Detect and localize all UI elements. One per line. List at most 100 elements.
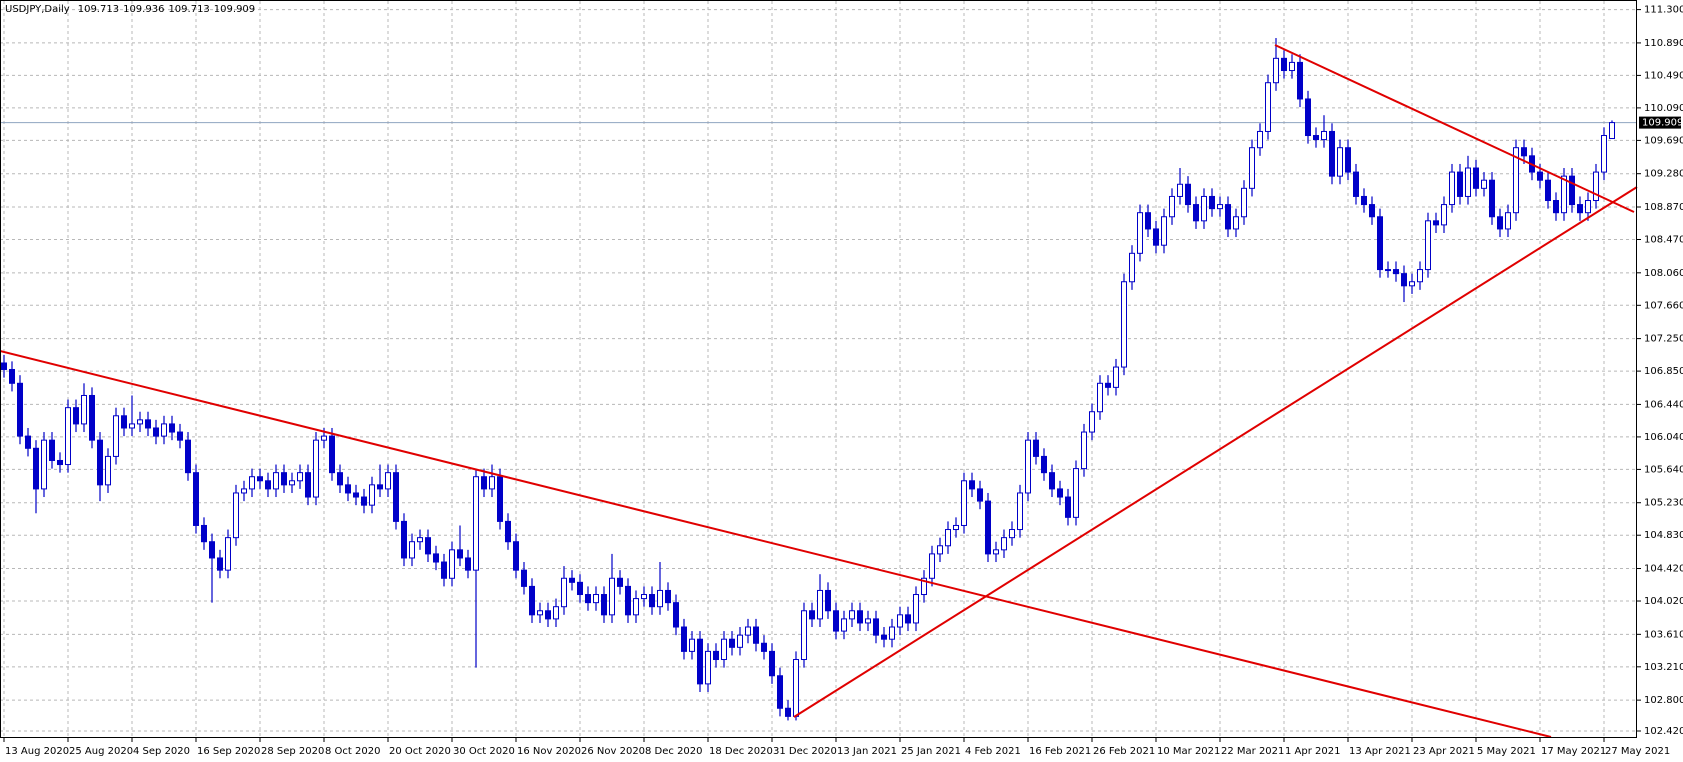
candle-body bbox=[569, 577, 575, 583]
x-tick-label: 4 Sep 2020 bbox=[133, 746, 190, 757]
x-tick-label: 13 Aug 2020 bbox=[5, 746, 69, 757]
candle-body bbox=[1217, 204, 1223, 210]
candle-body bbox=[1313, 135, 1319, 141]
y-tick-label: 110.890 bbox=[1644, 38, 1683, 49]
trend-line bbox=[0, 350, 1552, 738]
candle-body bbox=[521, 569, 527, 587]
candle-body bbox=[1593, 171, 1599, 202]
candle-body bbox=[697, 638, 703, 685]
candle-body bbox=[321, 435, 327, 441]
candle-body bbox=[657, 589, 663, 608]
candle-body bbox=[209, 541, 215, 559]
candle-body bbox=[161, 423, 167, 437]
candle-body bbox=[305, 472, 311, 498]
candle-body bbox=[1033, 439, 1039, 457]
candle-body bbox=[1257, 130, 1263, 149]
candle-body bbox=[457, 549, 463, 559]
candle-body bbox=[417, 537, 423, 543]
x-tick-label: 16 Feb 2021 bbox=[1029, 746, 1091, 757]
candle-body bbox=[793, 659, 799, 717]
candle-body bbox=[49, 439, 55, 461]
y-tick-label: 102.800 bbox=[1644, 695, 1683, 706]
candle-body bbox=[929, 553, 935, 579]
candle-body bbox=[1369, 204, 1375, 218]
candle-body bbox=[649, 594, 655, 608]
candle-body bbox=[313, 439, 319, 498]
x-tick-label: 20 Oct 2020 bbox=[389, 746, 451, 757]
candle-body bbox=[1601, 135, 1607, 173]
candle-body bbox=[817, 589, 823, 620]
candle-body bbox=[97, 439, 103, 486]
y-tick-label: 106.440 bbox=[1644, 399, 1683, 410]
y-tick-label: 104.020 bbox=[1644, 596, 1683, 607]
candle-body bbox=[1521, 147, 1527, 157]
y-tick-label: 109.690 bbox=[1644, 135, 1683, 146]
y-tick-label: 102.420 bbox=[1644, 726, 1683, 737]
candle-body bbox=[617, 577, 623, 587]
candle-body bbox=[1, 362, 7, 370]
y-tick-label: 110.090 bbox=[1644, 103, 1683, 114]
candle-body bbox=[425, 537, 431, 555]
candle-body bbox=[1185, 183, 1191, 206]
candle-body bbox=[1177, 183, 1183, 197]
candle-body bbox=[1289, 61, 1295, 72]
candle-body bbox=[497, 476, 503, 522]
candle-body bbox=[449, 549, 455, 579]
candle-body bbox=[809, 610, 815, 620]
candle-body bbox=[681, 626, 687, 652]
x-tick-label: 28 Sep 2020 bbox=[261, 746, 324, 757]
candle-body bbox=[1417, 269, 1423, 283]
candle-body bbox=[105, 455, 111, 486]
candle-body bbox=[921, 577, 927, 596]
y-tick-label: 107.250 bbox=[1644, 334, 1683, 345]
y-tick-label: 107.660 bbox=[1644, 300, 1683, 311]
candle-body bbox=[1425, 220, 1431, 271]
candle-body bbox=[665, 589, 671, 604]
candle-body bbox=[1137, 212, 1143, 254]
candle-body bbox=[1145, 212, 1151, 230]
candle-body bbox=[1305, 98, 1311, 137]
candle-body bbox=[473, 476, 479, 571]
y-tick-label: 108.870 bbox=[1644, 202, 1683, 213]
candle-body bbox=[89, 394, 95, 441]
x-tick-label: 22 Mar 2021 bbox=[1221, 746, 1284, 757]
y-tick-label: 103.610 bbox=[1644, 629, 1683, 640]
candle-body bbox=[409, 541, 415, 559]
candle-body bbox=[1393, 269, 1399, 275]
candle-body bbox=[1473, 167, 1479, 189]
candle-body bbox=[985, 500, 991, 555]
candle-body bbox=[689, 638, 695, 652]
candle-body bbox=[1041, 455, 1047, 474]
candle-body bbox=[825, 589, 831, 612]
candle-body bbox=[801, 610, 807, 661]
candle-body bbox=[537, 610, 543, 616]
candle-body bbox=[1161, 216, 1167, 246]
candle-body bbox=[297, 472, 303, 482]
candle-body bbox=[241, 488, 247, 494]
y-tick-label: 106.850 bbox=[1644, 366, 1683, 377]
y-tick-label: 106.040 bbox=[1644, 432, 1683, 443]
candle-body bbox=[945, 529, 951, 547]
x-tick-label: 16 Sep 2020 bbox=[197, 746, 260, 757]
candle-body bbox=[993, 549, 999, 555]
candle-body bbox=[193, 472, 199, 526]
candle-body bbox=[169, 423, 175, 433]
trend-line bbox=[793, 186, 1638, 718]
candle-body bbox=[1537, 171, 1543, 181]
candle-body bbox=[33, 447, 39, 490]
candle-body bbox=[769, 650, 775, 677]
candle-body bbox=[465, 557, 471, 571]
candle-body bbox=[1201, 195, 1207, 222]
candle-body bbox=[1401, 273, 1407, 287]
x-tick-label: 10 Mar 2021 bbox=[1157, 746, 1220, 757]
candle-body bbox=[121, 415, 127, 429]
x-tick-label: 26 Feb 2021 bbox=[1093, 746, 1155, 757]
candle-body bbox=[129, 423, 135, 429]
candles bbox=[1, 38, 1615, 721]
candle-body bbox=[513, 541, 519, 571]
candle-body bbox=[281, 472, 287, 486]
candle-body bbox=[217, 557, 223, 571]
candle-body bbox=[25, 435, 31, 449]
candle-body bbox=[1561, 175, 1567, 214]
